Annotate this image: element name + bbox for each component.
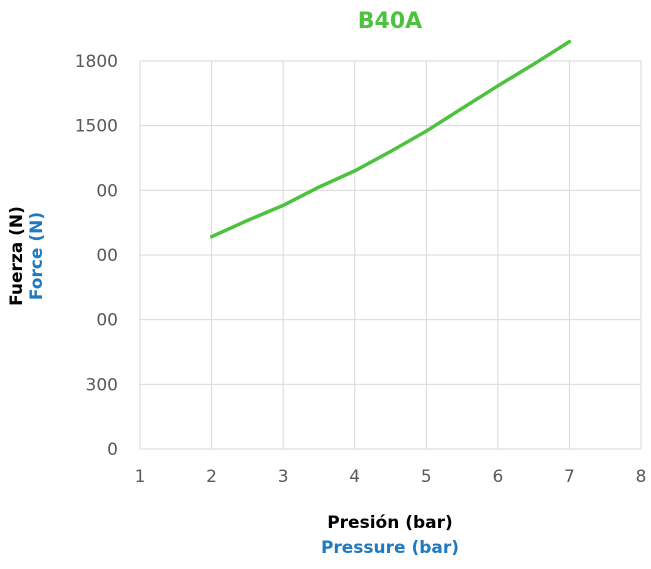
series-line — [209, 39, 572, 239]
x-tick-label: 7 — [564, 467, 575, 487]
x-axis-title-english: Pressure (bar) — [321, 538, 459, 558]
x-tick-label: 4 — [349, 467, 360, 487]
x-tick-label: 5 — [421, 467, 432, 487]
y-tick-label: 1800 — [75, 52, 118, 72]
x-axis-title-spanish: Presión (bar) — [327, 513, 453, 533]
x-tick-labels: 1 2 3 4 5 6 7 8 — [135, 467, 647, 487]
series-layer — [209, 39, 572, 239]
y-axis-title-spanish: Fuerza (N) — [7, 206, 27, 306]
y-tick-label: 1500 — [75, 117, 118, 137]
y-tick-label: 0 — [107, 440, 118, 460]
x-tick-label: 2 — [206, 467, 217, 487]
y-tick-label: 300 — [86, 375, 118, 395]
y-tick-label: 00 — [96, 246, 118, 266]
x-tick-label: 1 — [135, 467, 146, 487]
y-axis-title-english: Force (N) — [27, 212, 47, 300]
x-tick-label: 3 — [278, 467, 289, 487]
x-tick-label: 8 — [636, 467, 647, 487]
x-tick-label: 6 — [492, 467, 503, 487]
y-tick-labels: 0 300 00 00 00 1500 1800 — [75, 52, 118, 460]
axes — [139, 61, 641, 450]
y-tick-label: 00 — [96, 181, 118, 201]
y-tick-label: 00 — [96, 311, 118, 331]
gridlines — [140, 60, 642, 449]
chart-title: B40A — [358, 9, 422, 34]
